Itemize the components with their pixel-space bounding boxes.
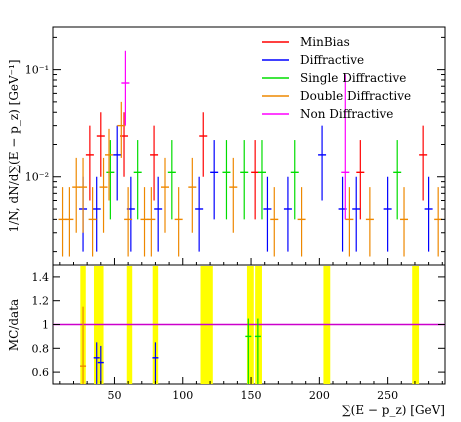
main-data-marks xyxy=(58,50,443,257)
ratio-tick-label: 0.6 xyxy=(32,366,50,379)
x-tick-label: 150 xyxy=(241,389,262,402)
x-axis-label: ∑(E − p_z) [GeV] xyxy=(342,403,445,417)
legend: MinBias Diffractive Single Diffractive Doub… xyxy=(262,35,411,121)
ratio-tick-label: 1 xyxy=(42,319,49,332)
x-tick-label: 250 xyxy=(377,389,398,402)
ratio-tick-label: 1.2 xyxy=(32,295,50,308)
legend-label: Single Diffractive xyxy=(300,71,406,85)
legend-label: Diffractive xyxy=(300,53,364,67)
ratio-data-marks xyxy=(80,306,261,384)
y-tick-label: 10⁻¹ xyxy=(25,64,49,77)
x-tick-label: 100 xyxy=(172,389,193,402)
axes: 50 100 150 200 250 10⁻² 10⁻¹ 0.6 0.8 1 1.2 1.4 xyxy=(25,36,445,402)
y-axis-label: 1/N, dN/d∑(E − p_z) [GeV⁻¹] xyxy=(7,60,21,233)
main-plot-frame xyxy=(52,26,446,266)
ratio-tick-label: 1.4 xyxy=(32,271,50,284)
legend-label: Non Diffractive xyxy=(300,107,393,121)
ratio-y-axis-label: MC/data xyxy=(7,299,21,351)
ratio-tick-label: 0.8 xyxy=(32,342,50,355)
x-tick-label: 200 xyxy=(309,389,330,402)
legend-label: Double Diffractive xyxy=(300,89,411,103)
x-tick-label: 50 xyxy=(107,389,121,402)
y-tick-label: 10⁻² xyxy=(25,171,49,184)
legend-label: MinBias xyxy=(300,35,350,49)
